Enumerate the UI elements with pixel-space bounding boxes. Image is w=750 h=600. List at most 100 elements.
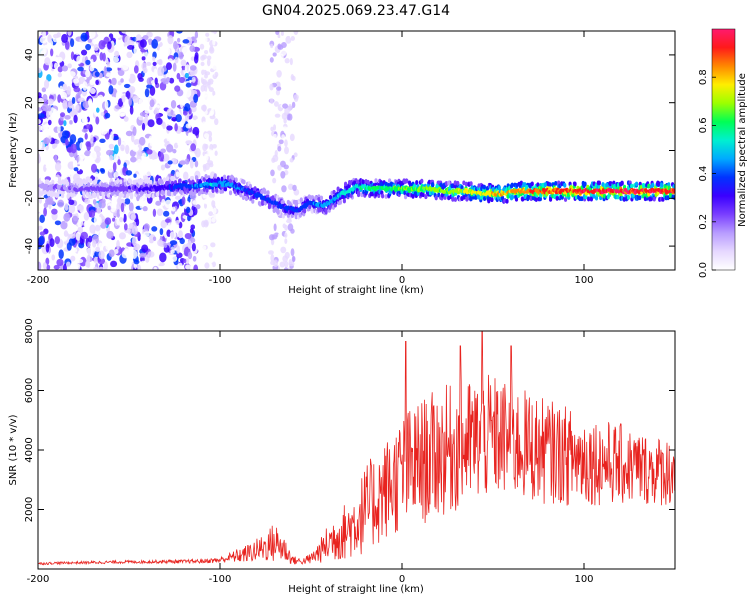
spectrogram-noise-cell — [128, 97, 132, 106]
spectrogram-noise-cell — [118, 217, 124, 223]
spectrogram-ridge-cell — [530, 181, 534, 187]
spectrogram-noise-cell — [80, 231, 89, 240]
spectrogram-band-cell — [205, 117, 212, 124]
spectrogram-noise-cell — [184, 87, 192, 98]
spectrogram-band-cell — [285, 35, 292, 44]
spectrogram-noise-cell — [142, 99, 146, 110]
spectrogram-noise-cell — [66, 261, 71, 268]
spectrogram-noise-cell — [89, 156, 94, 161]
spectrogram-noise-cell — [106, 230, 114, 239]
spectrogram-band-cell — [204, 221, 209, 226]
spectrogram-noise-cell — [159, 252, 167, 263]
spectrogram-band-cell — [292, 256, 296, 262]
spectrogram-noise-cell — [80, 250, 86, 257]
spectrogram-noise-cell — [73, 167, 79, 172]
spectrogram-band-cell — [207, 235, 212, 242]
spectrogram-ridge-cell — [138, 179, 142, 185]
spectrogram-noise-cell — [142, 201, 147, 207]
spectrogram-noise-cell — [133, 173, 137, 178]
spectrogram-ridge-cell — [510, 194, 515, 200]
spectrogram-ridge-cell — [447, 195, 451, 201]
spectrogram-noise-cell — [191, 243, 196, 252]
spectrogram-noise-cell — [45, 243, 50, 253]
spectrogram-noise-cell — [59, 85, 64, 95]
spectrogram-noise-cell — [108, 249, 115, 258]
spectrogram-noise-cell — [53, 45, 61, 54]
spectrogram-noise-cell — [98, 266, 104, 270]
spectrogram-noise-cell — [173, 142, 179, 149]
spectrogram-band-cell — [273, 223, 277, 232]
spectrogram-noise-cell — [44, 128, 51, 138]
spectrogram-noise-cell — [142, 34, 149, 41]
spectrogram-noise-cell — [172, 148, 177, 154]
spectrogram-ridge-cell — [638, 195, 642, 201]
spectrogram-ridge-cell — [440, 192, 445, 198]
spectrogram-noise-cell — [142, 67, 148, 74]
spectrogram-noise-cell — [38, 235, 45, 246]
spectrogram-ridge-cell — [554, 180, 558, 186]
spectrogram-band-cell — [212, 253, 218, 261]
spectrogram-ridge-cell — [241, 195, 246, 201]
spectrogram-ridge-cell — [168, 191, 172, 197]
spectrogram-band-cell — [281, 126, 288, 131]
spectrogram-noise-cell — [59, 210, 65, 218]
spectrogram-noise-cell — [45, 111, 50, 118]
spectrogram-noise-cell — [113, 153, 119, 163]
spectrogram-noise-cell — [169, 240, 178, 246]
spectrogram-ridge-cell — [328, 195, 333, 200]
spectrogram-noise-cell — [141, 122, 146, 131]
spectrogram-ridge-cell — [308, 204, 312, 210]
spectrogram-noise-cell — [195, 204, 201, 210]
spectrogram-noise-cell — [141, 211, 149, 219]
spectrogram-ridge-cell — [336, 186, 340, 192]
spectrogram-noise-cell — [65, 138, 69, 146]
spectrogram-band-cell — [289, 57, 293, 66]
spectrogram-band-cell — [205, 32, 210, 37]
spectrogram-band-cell — [208, 192, 215, 198]
spectrogram-noise-cell — [43, 44, 47, 55]
spectrogram-noise-cell — [111, 77, 117, 86]
colorbar-ticks: 0.0 0.2 0.4 0.6 0.8 — [698, 69, 716, 278]
spectrogram-noise-cell — [161, 133, 166, 139]
spectrogram-noise-cell — [69, 134, 77, 144]
spectrogram-noise-cell — [163, 210, 170, 217]
spectrogram-noise-cell — [54, 139, 60, 145]
spectrogram-noise-cell — [95, 246, 101, 253]
spectrogram-noise-cell — [68, 233, 76, 239]
spectrogram-noise-cell — [86, 247, 94, 256]
spectrogram-noise-cell — [63, 213, 71, 222]
spectrogram-ridge-cell — [199, 189, 204, 195]
spectrogram-noise-cell — [80, 49, 88, 56]
spectrogram-band-cell — [204, 50, 209, 55]
spectrogram-noise-cell — [112, 266, 121, 270]
spectrogram-noise-cell — [159, 228, 164, 236]
spectrogram-band-cell — [274, 237, 279, 244]
spectrogram-noise-cell — [73, 129, 82, 138]
spectrogram-band-cell — [290, 228, 295, 234]
spectrogram-ridge-cell — [589, 196, 594, 202]
spectrogram-band-cell — [284, 238, 288, 244]
spectrogram-ridge-cell — [630, 183, 634, 189]
spectrogram-noise-cell — [179, 154, 187, 159]
spectrogram-noise-cell — [133, 65, 139, 74]
spectrogram-band-cell — [199, 43, 205, 50]
spectrogram-noise-cell — [174, 123, 178, 132]
spectrogram-noise-cell — [156, 117, 163, 125]
spectrogram-noise-cell — [86, 141, 91, 151]
spectrogram-noise-cell — [187, 240, 192, 249]
spectrogram-noise-cell — [92, 199, 97, 205]
spectrogram-noise-cell — [83, 221, 87, 227]
spectrogram-band-cell — [204, 73, 208, 79]
spectrogram-ridge-cell — [657, 181, 661, 187]
spectrogram-ridge-cell — [165, 176, 170, 181]
spectrogram-noise-cell — [116, 91, 124, 98]
spectrogram-noise-cell — [67, 63, 72, 69]
spectrogram-ridge-cell — [583, 181, 587, 187]
spectrogram-noise-cell — [105, 72, 112, 78]
spectrogram-ridge-cell — [101, 194, 105, 200]
spectrogram-noise-cell — [43, 202, 49, 209]
spectrogram-ridge-cell — [129, 179, 133, 185]
spectrogram-noise-cell — [63, 120, 67, 127]
spectrogram-ridge-cell — [294, 199, 298, 205]
